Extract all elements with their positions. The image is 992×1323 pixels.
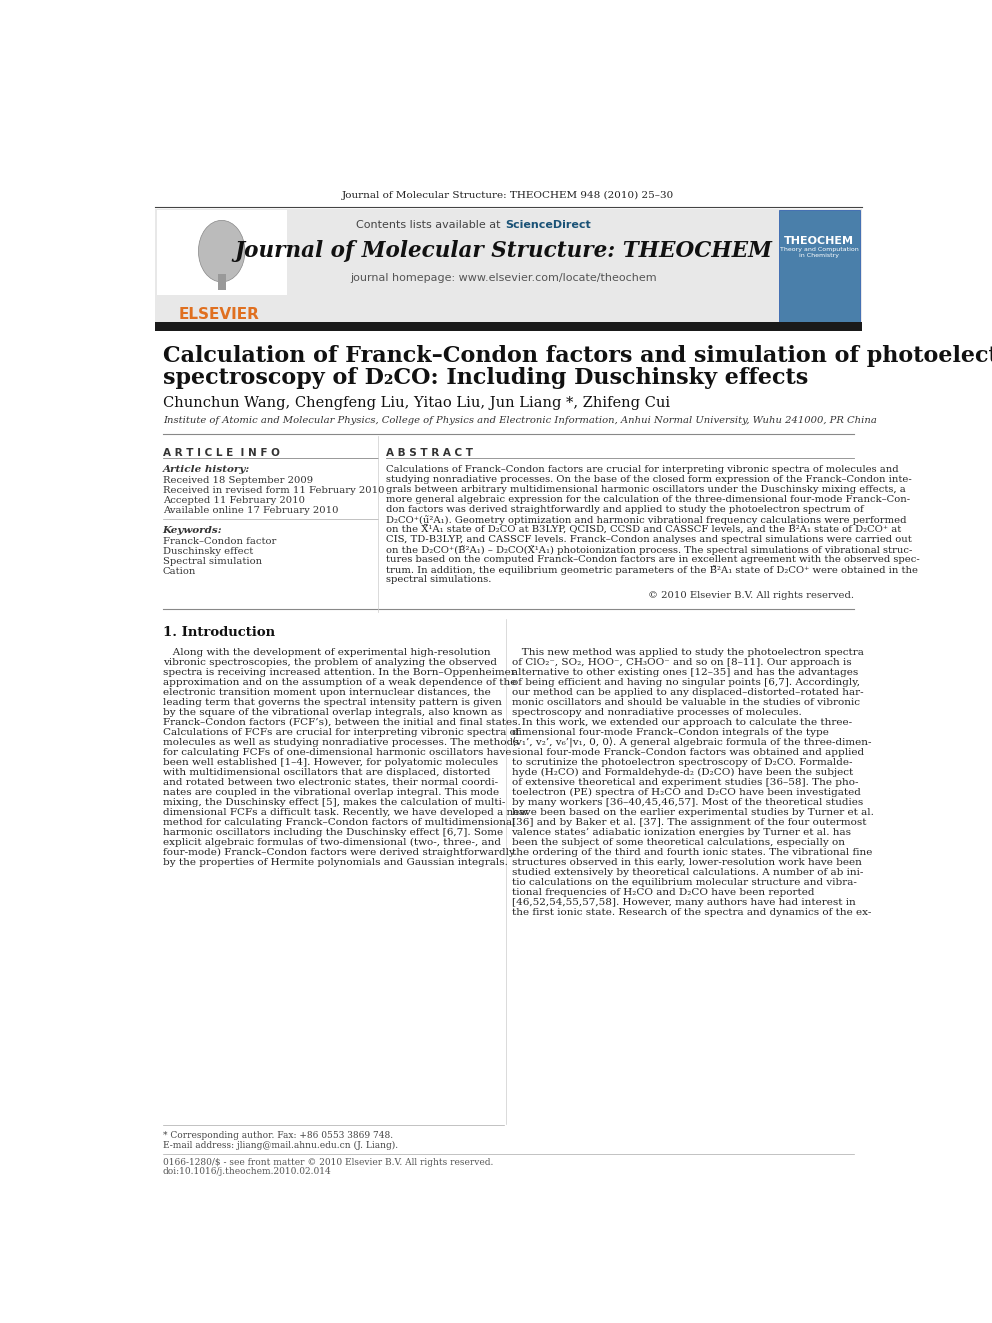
Text: Duschinsky effect: Duschinsky effect — [163, 546, 253, 556]
Text: Institute of Atomic and Molecular Physics, College of Physics and Electronic Inf: Institute of Atomic and Molecular Physic… — [163, 415, 877, 425]
Text: Article history:: Article history: — [163, 466, 250, 474]
Text: toelectron (PE) spectra of H₂CO and D₂CO have been investigated: toelectron (PE) spectra of H₂CO and D₂CO… — [512, 789, 860, 796]
Text: have been based on the earlier experimental studies by Turner et al.: have been based on the earlier experimen… — [512, 808, 873, 816]
Text: D₂CO⁺(ṳ̃²A₁). Geometry optimization and harmonic vibrational frequency calculati: D₂CO⁺(ṳ̃²A₁). Geometry optimization and … — [386, 515, 907, 525]
Text: and rotated between two electronic states, their normal coordi-: and rotated between two electronic state… — [163, 778, 498, 787]
Text: trum. In addition, the equilibrium geometric parameters of the B̃²A₁ state of D₂: trum. In addition, the equilibrium geome… — [386, 565, 918, 576]
Text: Keywords:: Keywords: — [163, 527, 222, 534]
Text: by many workers [36–40,45,46,57]. Most of the theoretical studies: by many workers [36–40,45,46,57]. Most o… — [512, 798, 863, 807]
Text: valence states’ adiabatic ionization energies by Turner et al. has: valence states’ adiabatic ionization ene… — [512, 828, 851, 837]
Text: Received in revised form 11 February 2010: Received in revised form 11 February 201… — [163, 486, 384, 495]
Text: the ordering of the third and fourth ionic states. The vibrational fine: the ordering of the third and fourth ion… — [512, 848, 872, 857]
Text: molecules as well as studying nonradiative processes. The methods: molecules as well as studying nonradiati… — [163, 738, 519, 746]
Text: nates are coupled in the vibrational overlap integral. This mode: nates are coupled in the vibrational ove… — [163, 789, 499, 796]
Text: mixing, the Duschinsky effect [5], makes the calculation of multi-: mixing, the Duschinsky effect [5], makes… — [163, 798, 505, 807]
Text: journal homepage: www.elsevier.com/locate/theochem: journal homepage: www.elsevier.com/locat… — [350, 273, 657, 283]
Text: our method can be applied to any displaced–distorted–rotated har-: our method can be applied to any displac… — [512, 688, 863, 697]
Text: [46,52,54,55,57,58]. However, many authors have had interest in: [46,52,54,55,57,58]. However, many autho… — [512, 898, 855, 908]
Text: Contents lists available at: Contents lists available at — [356, 221, 504, 230]
Text: Along with the development of experimental high-resolution: Along with the development of experiment… — [163, 648, 490, 656]
Text: Journal of Molecular Structure: THEOCHEM 948 (2010) 25–30: Journal of Molecular Structure: THEOCHEM… — [342, 191, 675, 200]
Text: tures based on the computed Franck–Condon factors are in excellent agreement wit: tures based on the computed Franck–Condo… — [386, 556, 920, 565]
Text: Chunchun Wang, Chengfeng Liu, Yitao Liu, Jun Liang *, Zhifeng Cui: Chunchun Wang, Chengfeng Liu, Yitao Liu,… — [163, 396, 670, 410]
Text: spectroscopy of D₂CO: Including Duschinsky effects: spectroscopy of D₂CO: Including Duschins… — [163, 366, 808, 389]
Text: ScienceDirect: ScienceDirect — [505, 221, 591, 230]
Text: Franck–Condon factors (FCF’s), between the initial and final states.: Franck–Condon factors (FCF’s), between t… — [163, 718, 521, 726]
Bar — [155, 209, 862, 323]
Text: monic oscillators and should be valuable in the studies of vibronic: monic oscillators and should be valuable… — [512, 697, 859, 706]
Text: by the properties of Hermite polynomials and Gaussian integrals.: by the properties of Hermite polynomials… — [163, 857, 508, 867]
Text: the first ionic state. Research of the spectra and dynamics of the ex-: the first ionic state. Research of the s… — [512, 908, 871, 917]
Text: four-mode) Franck–Condon factors were derived straightforwardly: four-mode) Franck–Condon factors were de… — [163, 848, 515, 857]
Text: by the square of the vibrational overlap integrals, also known as: by the square of the vibrational overlap… — [163, 708, 502, 717]
Text: more general algebraic expression for the calculation of the three-dimensional f: more general algebraic expression for th… — [386, 495, 910, 504]
Text: approximation and on the assumption of a weak dependence of the: approximation and on the assumption of a… — [163, 677, 516, 687]
Text: studied extensively by theoretical calculations. A number of ab ini-: studied extensively by theoretical calcu… — [512, 868, 863, 877]
Text: spectroscopy and nonradiative processes of molecules.: spectroscopy and nonradiative processes … — [512, 708, 802, 717]
Text: method for calculating Franck–Condon factors of multidimensional: method for calculating Franck–Condon fac… — [163, 818, 515, 827]
Text: Calculations of Franck–Condon factors are crucial for interpreting vibronic spec: Calculations of Franck–Condon factors ar… — [386, 466, 899, 474]
Text: grals between arbitrary multidimensional harmonic oscillators under the Duschins: grals between arbitrary multidimensional… — [386, 486, 906, 495]
Text: 1. Introduction: 1. Introduction — [163, 626, 275, 639]
Text: structures observed in this early, lower-resolution work have been: structures observed in this early, lower… — [512, 857, 861, 867]
Text: spectra is receiving increased attention. In the Born–Oppenheimer: spectra is receiving increased attention… — [163, 668, 516, 677]
Text: been well established [1–4]. However, for polyatomic molecules: been well established [1–4]. However, fo… — [163, 758, 498, 767]
Text: studying nonradiative processes. On the base of the closed form expression of th: studying nonradiative processes. On the … — [386, 475, 912, 484]
Text: on the X̃¹A₁ state of D₂CO at B3LYP, QCISD, CCSD and CASSCF levels, and the B̃²A: on the X̃¹A₁ state of D₂CO at B3LYP, QCI… — [386, 525, 901, 534]
Bar — [779, 210, 860, 323]
Text: for calculating FCFs of one-dimensional harmonic oscillators have: for calculating FCFs of one-dimensional … — [163, 747, 511, 757]
Text: tional frequencies of H₂CO and D₂CO have been reported: tional frequencies of H₂CO and D₂CO have… — [512, 888, 814, 897]
Text: spectral simulations.: spectral simulations. — [386, 576, 491, 585]
Text: hyde (H₂CO) and Formaldehyde-d₂ (D₂CO) have been the subject: hyde (H₂CO) and Formaldehyde-d₂ (D₂CO) h… — [512, 767, 853, 777]
Text: CIS, TD-B3LYP, and CASSCF levels. Franck–Condon analyses and spectral simulation: CIS, TD-B3LYP, and CASSCF levels. Franck… — [386, 536, 912, 544]
Text: THEOCHEM: THEOCHEM — [784, 235, 854, 246]
Bar — [218, 274, 225, 290]
Text: In this work, we extended our approach to calculate the three-: In this work, we extended our approach t… — [512, 718, 851, 726]
Text: electronic transition moment upon internuclear distances, the: electronic transition moment upon intern… — [163, 688, 490, 697]
Text: Cation: Cation — [163, 566, 196, 576]
Text: dimensional FCFs a difficult task. Recently, we have developed a new: dimensional FCFs a difficult task. Recen… — [163, 808, 528, 816]
Text: Available online 17 February 2010: Available online 17 February 2010 — [163, 505, 338, 515]
Text: A B S T R A C T: A B S T R A C T — [386, 447, 473, 458]
Text: Calculations of FCFs are crucial for interpreting vibronic spectra of: Calculations of FCFs are crucial for int… — [163, 728, 520, 737]
Text: Spectral simulation: Spectral simulation — [163, 557, 262, 566]
Text: ⟨v₁’, v₂’, v₆’|v₁, 0, 0⟩. A general algebraic formula of the three-dimen-: ⟨v₁’, v₂’, v₆’|v₁, 0, 0⟩. A general alge… — [512, 738, 871, 749]
Text: explicit algebraic formulas of two-dimensional (two-, three-, and: explicit algebraic formulas of two-dimen… — [163, 837, 501, 847]
Text: vibronic spectroscopies, the problem of analyzing the observed: vibronic spectroscopies, the problem of … — [163, 658, 497, 667]
Text: ELSEVIER: ELSEVIER — [179, 307, 259, 323]
Text: 0166-1280/$ - see front matter © 2010 Elsevier B.V. All rights reserved.: 0166-1280/$ - see front matter © 2010 El… — [163, 1158, 493, 1167]
Text: of ClO₂⁻, SO₂, HOO⁻, CH₃OO⁻ and so on [8–11]. Our approach is: of ClO₂⁻, SO₂, HOO⁻, CH₃OO⁻ and so on [8… — [512, 658, 851, 667]
Ellipse shape — [198, 221, 245, 282]
Text: [36] and by Baker et al. [37]. The assignment of the four outermost: [36] and by Baker et al. [37]. The assig… — [512, 818, 866, 827]
Text: harmonic oscillators including the Duschinsky effect [6,7]. Some: harmonic oscillators including the Dusch… — [163, 828, 503, 837]
Text: alternative to other existing ones [12–35] and has the advantages: alternative to other existing ones [12–3… — [512, 668, 858, 677]
Text: don factors was derived straightforwardly and applied to study the photoelectron: don factors was derived straightforwardl… — [386, 505, 864, 515]
Text: E-mail address: jliang@mail.ahnu.edu.cn (J. Liang).: E-mail address: jliang@mail.ahnu.edu.cn … — [163, 1142, 398, 1151]
Text: Calculation of Franck–Condon factors and simulation of photoelectron: Calculation of Franck–Condon factors and… — [163, 345, 992, 366]
Text: of extensive theoretical and experiment studies [36–58]. The pho-: of extensive theoretical and experiment … — [512, 778, 858, 787]
Text: © 2010 Elsevier B.V. All rights reserved.: © 2010 Elsevier B.V. All rights reserved… — [648, 591, 854, 601]
Text: This new method was applied to study the photoelectron spectra: This new method was applied to study the… — [512, 648, 863, 656]
Text: in Chemistry: in Chemistry — [800, 254, 839, 258]
Text: * Corresponding author. Fax: +86 0553 3869 748.: * Corresponding author. Fax: +86 0553 38… — [163, 1131, 393, 1140]
Text: dimensional four-mode Franck–Condon integrals of the type: dimensional four-mode Franck–Condon inte… — [512, 728, 828, 737]
Text: Theory and Computation: Theory and Computation — [780, 247, 858, 253]
Text: A R T I C L E  I N F O: A R T I C L E I N F O — [163, 447, 280, 458]
Text: Accepted 11 February 2010: Accepted 11 February 2010 — [163, 496, 305, 505]
Text: with multidimensional oscillators that are displaced, distorted: with multidimensional oscillators that a… — [163, 767, 490, 777]
Text: on the D₂CO⁺(B̃²A₁) – D₂CO(X̃¹A₁) photoionization process. The spectral simulati: on the D₂CO⁺(B̃²A₁) – D₂CO(X̃¹A₁) photoi… — [386, 545, 913, 556]
Bar — [157, 210, 287, 295]
Text: tio calculations on the equilibrium molecular structure and vibra-: tio calculations on the equilibrium mole… — [512, 878, 856, 886]
Bar — [155, 321, 862, 331]
Text: Journal of Molecular Structure: THEOCHEM: Journal of Molecular Structure: THEOCHEM — [235, 239, 773, 262]
Text: sional four-mode Franck–Condon factors was obtained and applied: sional four-mode Franck–Condon factors w… — [512, 747, 864, 757]
Text: to scrutinize the photoelectron spectroscopy of D₂CO. Formalde-: to scrutinize the photoelectron spectros… — [512, 758, 852, 767]
Text: doi:10.1016/j.theochem.2010.02.014: doi:10.1016/j.theochem.2010.02.014 — [163, 1167, 331, 1176]
Text: Franck–Condon factor: Franck–Condon factor — [163, 537, 276, 546]
Text: been the subject of some theoretical calculations, especially on: been the subject of some theoretical cal… — [512, 837, 844, 847]
Text: Received 18 September 2009: Received 18 September 2009 — [163, 476, 312, 486]
Text: leading term that governs the spectral intensity pattern is given: leading term that governs the spectral i… — [163, 697, 502, 706]
Text: of being efficient and having no singular points [6,7]. Accordingly,: of being efficient and having no singula… — [512, 677, 859, 687]
